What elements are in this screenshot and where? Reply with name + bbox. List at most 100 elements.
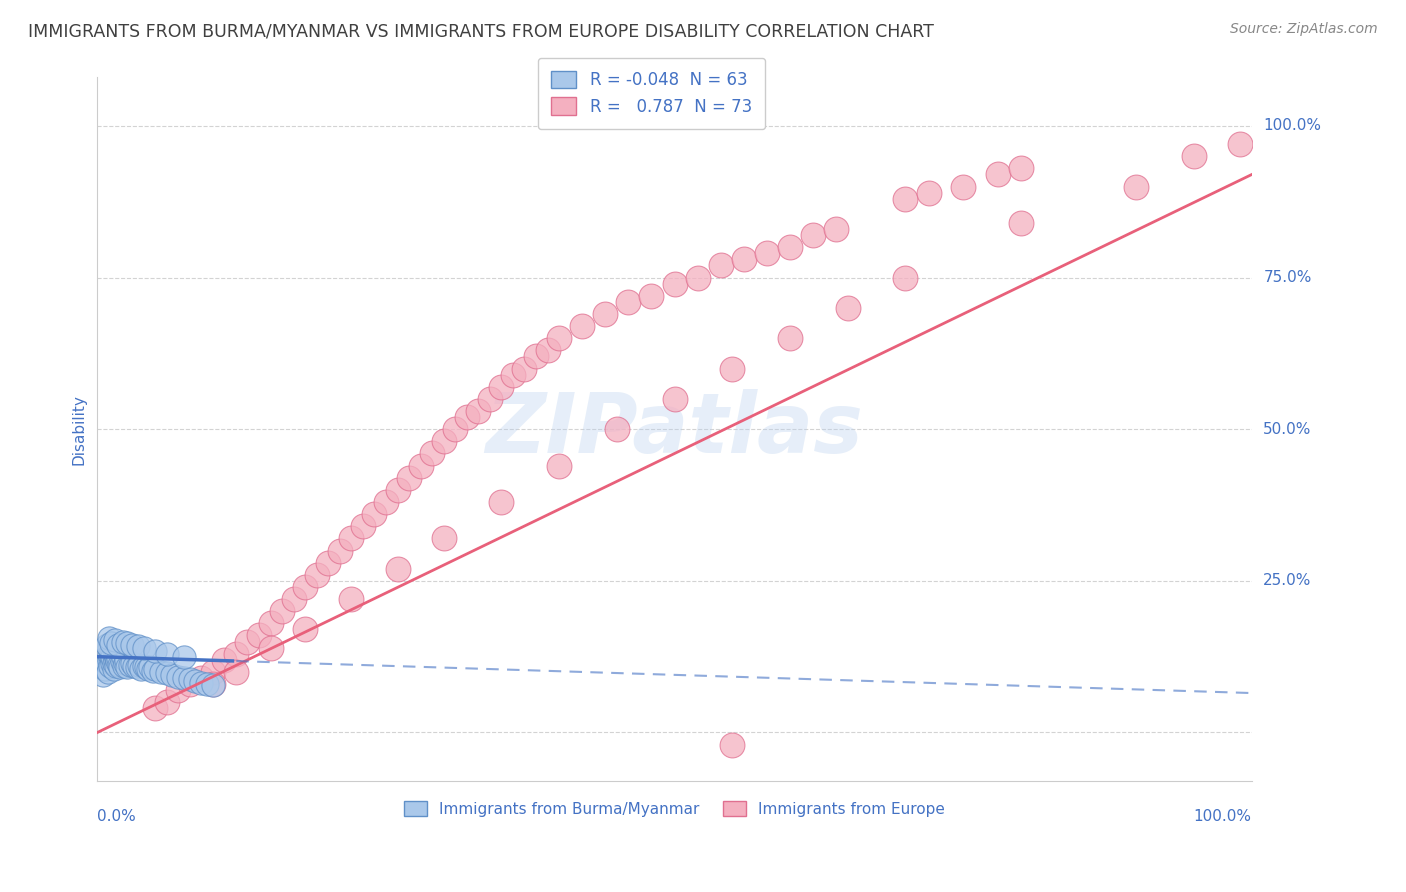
Point	[433, 532, 456, 546]
Point	[201, 665, 224, 679]
Point	[259, 616, 281, 631]
Point	[132, 640, 155, 655]
Text: 25.0%: 25.0%	[1264, 574, 1312, 589]
Point	[595, 307, 617, 321]
Point	[103, 662, 125, 676]
Text: 75.0%: 75.0%	[1264, 270, 1312, 285]
Point	[444, 422, 467, 436]
Text: 50.0%: 50.0%	[1264, 422, 1312, 437]
Point	[190, 675, 212, 690]
Point	[617, 294, 640, 309]
Point	[100, 636, 122, 650]
Point	[121, 638, 143, 652]
Point	[340, 592, 363, 607]
Point	[108, 657, 131, 672]
Point	[536, 343, 558, 358]
Point	[201, 677, 224, 691]
Point	[513, 361, 536, 376]
Point	[142, 664, 165, 678]
Point	[156, 666, 179, 681]
Point	[124, 658, 146, 673]
Point	[467, 404, 489, 418]
Point	[664, 277, 686, 291]
Point	[111, 649, 134, 664]
Point	[721, 738, 744, 752]
Point	[190, 671, 212, 685]
Point	[104, 658, 127, 673]
Point	[825, 222, 848, 236]
Point	[143, 701, 166, 715]
Point	[201, 678, 224, 692]
Point	[456, 410, 478, 425]
Point	[917, 186, 939, 200]
Point	[149, 665, 172, 679]
Point	[103, 656, 125, 670]
Point	[118, 657, 141, 672]
Point	[117, 636, 139, 650]
Point	[271, 604, 294, 618]
Point	[97, 647, 120, 661]
Point	[115, 653, 138, 667]
Point	[117, 660, 139, 674]
Point	[112, 658, 135, 673]
Point	[952, 179, 974, 194]
Point	[107, 638, 129, 652]
Point	[104, 633, 127, 648]
Point	[409, 458, 432, 473]
Point	[98, 658, 121, 673]
Point	[136, 662, 159, 676]
Point	[195, 677, 218, 691]
Point	[105, 654, 128, 668]
Point	[259, 640, 281, 655]
Point	[104, 647, 127, 661]
Text: 0.0%: 0.0%	[97, 809, 136, 824]
Point	[387, 483, 409, 497]
Point	[524, 350, 547, 364]
Y-axis label: Disability: Disability	[72, 393, 86, 465]
Point	[733, 252, 755, 267]
Point	[129, 662, 152, 676]
Point	[236, 634, 259, 648]
Point	[837, 301, 859, 315]
Point	[156, 695, 179, 709]
Point	[100, 649, 122, 664]
Point	[96, 656, 118, 670]
Point	[167, 683, 190, 698]
Point	[502, 368, 524, 382]
Point	[779, 240, 801, 254]
Point	[548, 458, 571, 473]
Point	[128, 657, 150, 672]
Point	[894, 270, 917, 285]
Point	[571, 319, 593, 334]
Legend: Immigrants from Burma/Myanmar, Immigrants from Europe: Immigrants from Burma/Myanmar, Immigrant…	[398, 795, 950, 822]
Point	[179, 672, 201, 686]
Point	[225, 647, 247, 661]
Point	[96, 638, 118, 652]
Point	[97, 665, 120, 679]
Point	[162, 668, 184, 682]
Point	[225, 665, 247, 679]
Point	[1182, 149, 1205, 163]
Point	[1010, 216, 1032, 230]
Point	[664, 392, 686, 406]
Point	[110, 654, 132, 668]
Point	[329, 543, 352, 558]
Point	[179, 677, 201, 691]
Point	[97, 653, 120, 667]
Point	[755, 246, 778, 260]
Point	[387, 562, 409, 576]
Point	[491, 380, 513, 394]
Point	[352, 519, 374, 533]
Point	[127, 640, 149, 654]
Point	[173, 671, 195, 685]
Point	[156, 647, 179, 661]
Point	[686, 270, 709, 285]
Point	[801, 228, 824, 243]
Point	[398, 471, 420, 485]
Point	[710, 259, 733, 273]
Point	[104, 649, 127, 664]
Point	[283, 592, 305, 607]
Point	[433, 434, 456, 449]
Point	[316, 556, 339, 570]
Point	[101, 656, 124, 670]
